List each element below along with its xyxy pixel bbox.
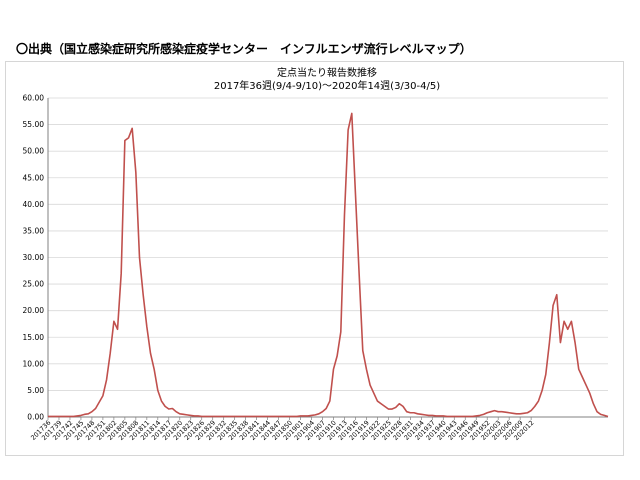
y-tick-label: 40.00 (23, 200, 45, 209)
axes (47, 98, 608, 418)
y-tick-label: 55.00 (23, 120, 45, 129)
y-tick-label: 20.00 (23, 306, 45, 315)
y-tick-label: 25.00 (23, 280, 45, 289)
y-tick-label: 5.00 (27, 386, 44, 395)
y-tick-label: 60.00 (23, 94, 45, 103)
y-tick-label: 10.00 (23, 359, 45, 368)
y-tick-label: 0.00 (27, 413, 44, 422)
gridlines (48, 97, 608, 418)
chart-title: 定点当たり報告数推移 (277, 66, 377, 79)
source-caption: 〇出典（国立感染症研究所感染症疫学センター インフルエンザ流行レベルマップ） (16, 42, 472, 56)
series-layer (48, 112, 609, 418)
y-tick-label: 30.00 (23, 253, 45, 262)
y-tick-label: 45.00 (23, 173, 45, 182)
y-tick-label: 15.00 (23, 333, 45, 342)
y-tick-label: 50.00 (23, 147, 45, 156)
y-axis-ticks: 0.00 5.00 10.00 15.00 20.00 25.00 30.00 35.00 40… (23, 94, 45, 422)
y-tick-label: 35.00 (23, 226, 45, 235)
chart-subtitle: 2017年36週(9/4-9/10)〜2020年14週(3/30-4/5) (214, 79, 440, 92)
series-line (48, 112, 609, 418)
x-axis-ticks: 2017362017392017422017452017482017512018… (29, 417, 536, 442)
